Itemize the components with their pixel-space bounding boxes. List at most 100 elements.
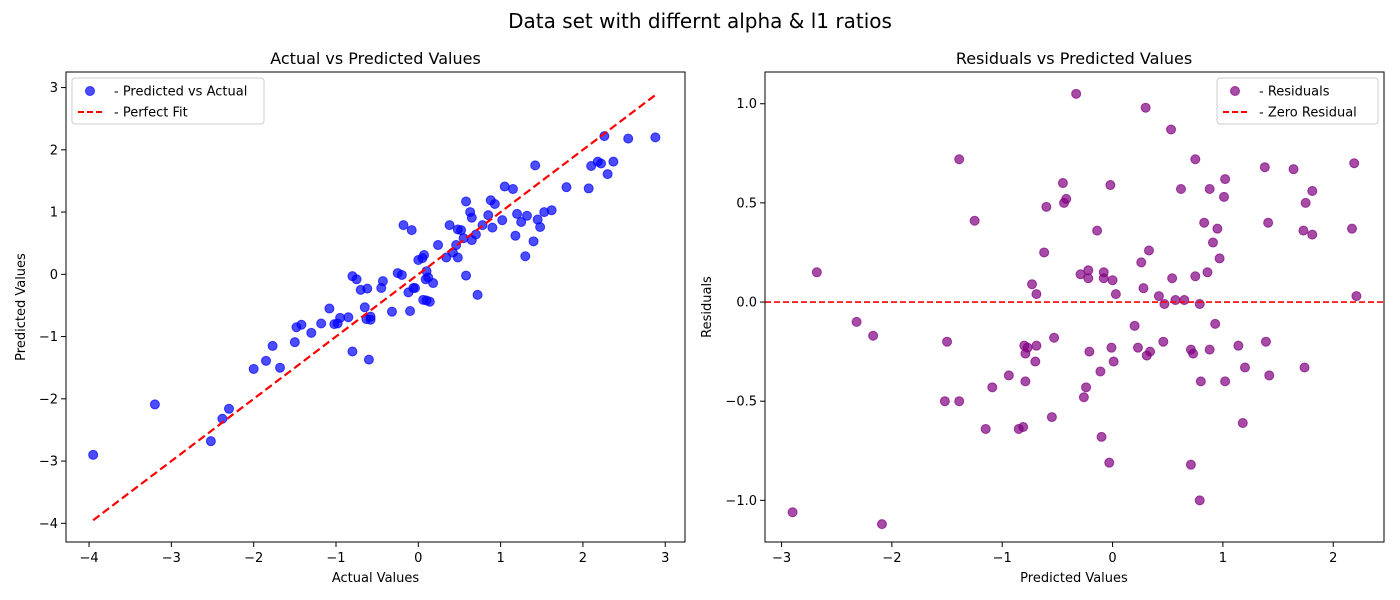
scatter-point — [405, 306, 416, 317]
scatter-point — [1078, 392, 1089, 403]
y-tick-label: 0 — [50, 268, 58, 283]
scatter-point — [1071, 88, 1082, 99]
scatter-point — [987, 382, 998, 393]
x-tick-label: −2 — [882, 551, 901, 566]
y-tick-label: −4 — [39, 517, 58, 532]
scatter-point — [1105, 180, 1116, 191]
scatter-point — [954, 396, 965, 407]
scatter-point — [1190, 154, 1201, 165]
scatter-point — [1145, 346, 1156, 357]
scatter-point — [343, 312, 354, 323]
scatter-point — [1195, 376, 1206, 387]
scatter-point — [316, 318, 327, 329]
scatter-point — [1041, 201, 1052, 212]
scatter-point — [1092, 225, 1103, 236]
scatter-point — [1199, 217, 1210, 228]
scatter-point — [1237, 418, 1248, 429]
legend-label: - Perfect Fit — [114, 106, 188, 121]
scatter-point — [335, 312, 346, 323]
scatter-point — [528, 236, 539, 247]
y-tick-label: 0.0 — [736, 296, 757, 311]
scatter-point — [1190, 271, 1201, 282]
scatter-point — [1233, 340, 1244, 351]
scatter-point — [868, 330, 879, 341]
scatter-point — [1194, 495, 1205, 506]
scatter-point — [497, 215, 508, 226]
scatter-point — [499, 181, 510, 192]
scatter-point — [1030, 356, 1041, 367]
x-tick-label: 0 — [1108, 551, 1116, 566]
legend-marker — [85, 86, 95, 96]
plot-title: Actual vs Predicted Values — [270, 49, 481, 68]
scatter-point — [1153, 291, 1164, 302]
scatter-point — [521, 210, 532, 221]
scatter-point — [1106, 342, 1117, 353]
scatter-point — [1210, 318, 1221, 329]
scatter-point — [1260, 336, 1271, 347]
scatter-point — [1220, 376, 1231, 387]
scatter-point — [359, 302, 370, 313]
scatter-point — [296, 319, 307, 330]
scatter-point — [1049, 332, 1060, 343]
x-tick-label: −1 — [993, 551, 1012, 566]
scatter-point — [596, 158, 607, 169]
scatter-point — [530, 160, 541, 171]
scatter-point — [223, 403, 234, 414]
scatter-point — [396, 269, 407, 280]
legend-box — [71, 77, 265, 125]
y-tick-label: −0.5 — [725, 395, 757, 410]
scatter-point — [205, 436, 216, 447]
scatter-point — [1031, 340, 1042, 351]
y-tick-label: 0.5 — [736, 196, 757, 211]
scatter-point — [1081, 382, 1092, 393]
scatter-point — [1027, 279, 1038, 290]
scatter-point — [406, 225, 417, 236]
x-tick-label: 2 — [1329, 551, 1337, 566]
scatter-point — [546, 205, 557, 216]
scatter-point — [275, 362, 286, 373]
x-tick-label: −2 — [244, 551, 263, 566]
scatter-point — [1110, 289, 1121, 300]
scatter-point — [398, 220, 409, 231]
scatter-point — [267, 340, 278, 351]
scatter-point — [1264, 370, 1275, 381]
legend-box — [1216, 77, 1379, 125]
scatter-point — [1018, 421, 1029, 432]
scatter-point — [1039, 247, 1050, 258]
legend-label: - Zero Residual — [1259, 106, 1357, 121]
scatter-point — [1307, 229, 1318, 240]
scatter-point — [1298, 225, 1309, 236]
scatter-point — [1220, 174, 1231, 185]
scatter-point — [1020, 376, 1031, 387]
scatter-point — [1202, 267, 1213, 278]
scatter-point — [520, 251, 531, 262]
scatter-point — [1107, 275, 1118, 286]
scatter-point — [954, 154, 965, 165]
scatter-point — [1300, 197, 1311, 208]
scatter-point — [1351, 291, 1362, 302]
scatter-point — [1288, 164, 1299, 175]
scatter-point — [1159, 299, 1170, 310]
plot-title: Residuals vs Predicted Values — [956, 49, 1192, 68]
legend: - Residuals - Zero Residual — [1216, 77, 1379, 125]
scatter-point — [980, 423, 991, 434]
scatter-point — [149, 399, 160, 410]
scatter-point — [516, 217, 527, 228]
scatter-point — [88, 449, 99, 460]
scatter-point — [851, 316, 862, 327]
scatter-point — [512, 208, 523, 219]
scatter-point — [452, 252, 463, 263]
scatter-point — [1132, 342, 1143, 353]
scatter-point — [1140, 102, 1151, 113]
x-tick-label: 1 — [1219, 551, 1227, 566]
plot-residuals-vs-predicted: Residuals vs Predicted Values Predicted … — [700, 49, 1385, 586]
scatter-point — [650, 132, 661, 143]
legend-marker — [1230, 86, 1240, 96]
y-axis-label: Residuals — [700, 276, 715, 338]
scatter-point — [433, 240, 444, 251]
scatter-point — [583, 183, 594, 194]
x-tick-label: −3 — [162, 551, 181, 566]
scatter-point — [1136, 257, 1147, 268]
scatter-point — [811, 267, 822, 278]
scatter-point — [1179, 295, 1190, 306]
